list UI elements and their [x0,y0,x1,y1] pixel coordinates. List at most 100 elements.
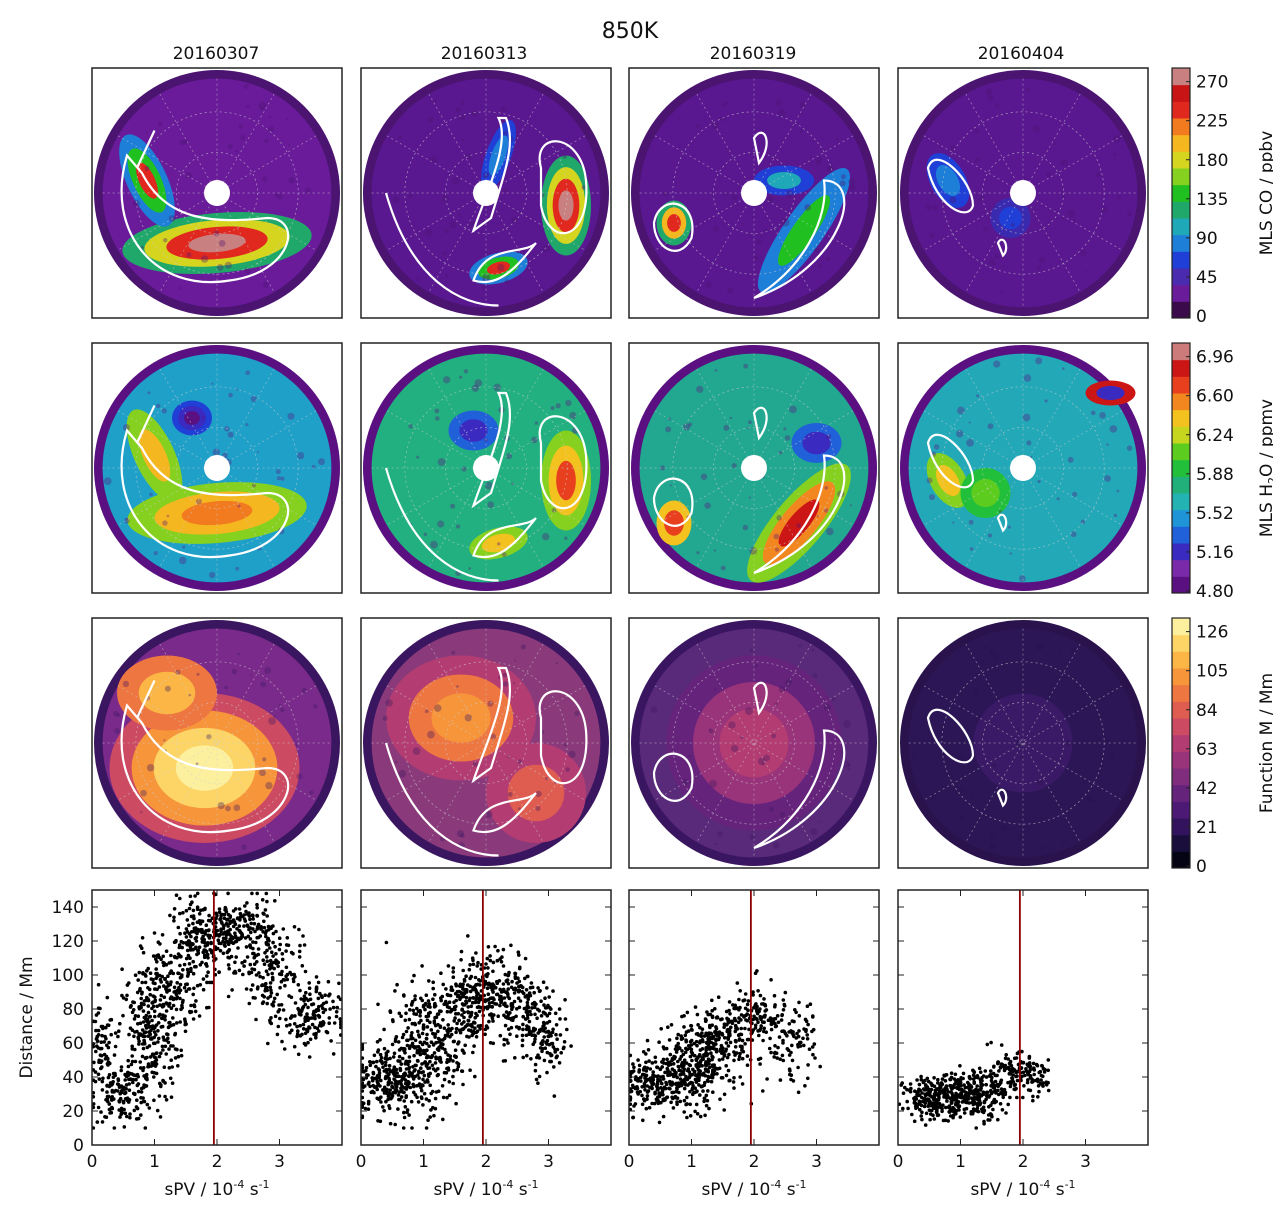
scatter-point [249,988,253,992]
scatter-point [901,1106,905,1111]
scatter-point [981,1090,986,1094]
scatter-point [957,1104,961,1109]
field-texture [235,566,240,571]
scatter-point [252,962,257,966]
scatter-point [1031,1098,1035,1103]
scatter-point [781,1008,786,1012]
field-texture [714,368,718,372]
scatter-point [989,1113,994,1117]
colorbar-tick-label: 4.80 [1196,582,1234,602]
scatter-point [247,911,251,915]
scatter-point [240,961,244,965]
scatter-point [670,1095,674,1100]
scatter-point [954,1091,958,1096]
field-texture [755,238,762,245]
sPV-contour [120,153,290,284]
colorbar-tick-label: 270 [1196,73,1228,93]
field-texture [427,116,434,123]
scatter-point [207,913,211,918]
field-texture [926,477,933,484]
scatter-point [472,1020,476,1025]
field-texture [500,106,507,113]
scatter-point [640,1085,644,1089]
scatter-point [490,1016,495,1021]
scatter-point [146,1004,151,1008]
field-texture [455,524,461,529]
scatter-point [526,1025,531,1030]
scatter-point [173,1056,178,1060]
field-texture [140,789,147,797]
polar-map-row1-col3 [628,67,880,319]
field-texture [840,174,846,180]
scatter-point [532,1029,536,1033]
scatter-point [672,1056,677,1061]
scatter-frame [360,889,612,1146]
scatter-point [768,1016,773,1020]
field-texture [847,763,851,767]
scatter-point [980,1107,984,1111]
scatter-point [338,1017,343,1021]
scatter-point [126,1058,130,1063]
field-texture [486,172,490,176]
field-texture [545,777,549,781]
scatter-point [709,1045,713,1050]
scatter-point [539,999,543,1003]
scatter-point [141,971,145,975]
field-texture [265,781,273,790]
scatter-point [405,1043,410,1048]
scatter-point [162,1065,167,1069]
scatter-point [512,991,517,995]
scatter-point [221,951,226,956]
scatter-point [696,1068,701,1072]
field-texture [166,514,170,518]
scatter-point [184,935,189,939]
scatter-point [434,1015,439,1019]
scatter-point [401,1032,406,1037]
scatter-point [503,1001,507,1006]
scatter-point [700,1047,705,1051]
scatter-point [986,1113,991,1117]
scatter-point [920,1095,924,1100]
scatter-point [708,1025,712,1029]
scatter-point [121,1013,125,1018]
scatter-point [533,1062,538,1067]
scatter-point [138,1032,143,1036]
latitude-circle [982,427,1064,509]
scatter-point [789,1077,793,1082]
scatter-point [96,1028,101,1033]
scatter-point [682,1110,686,1114]
scatter-point [967,1086,971,1091]
scatter-point [674,1050,679,1054]
scatter-point [233,931,237,935]
sPV-contour [652,202,694,252]
scatter-point [509,985,514,990]
scatter-point [140,936,145,940]
scatter-point [466,1005,471,1009]
scatter-point [105,995,110,1000]
scatter-point [963,1085,968,1090]
scatter-point [402,1086,407,1090]
field-texture [810,828,818,836]
scatter-point [118,1115,122,1119]
scatter-point [170,1065,174,1069]
scatter-point [549,1007,553,1011]
scatter-point [418,1014,422,1018]
scatter-point [523,995,528,999]
field-texture [264,667,272,675]
field-texture [789,405,797,414]
scatter-point [178,988,183,993]
scatter-point [959,1076,963,1080]
scatter-point [525,1016,530,1020]
scatter-point [265,914,270,918]
scatter-point [228,915,232,920]
scatter-point [483,982,487,987]
field-texture [1028,839,1031,842]
scatter-point [261,911,266,916]
scatter-point [684,1061,689,1065]
scatter-point [116,1034,120,1039]
colorbar-tick-label: 90 [1196,229,1218,249]
scatter-point [194,964,198,969]
latitude-circle [176,152,258,234]
scatter-point [130,1072,134,1076]
